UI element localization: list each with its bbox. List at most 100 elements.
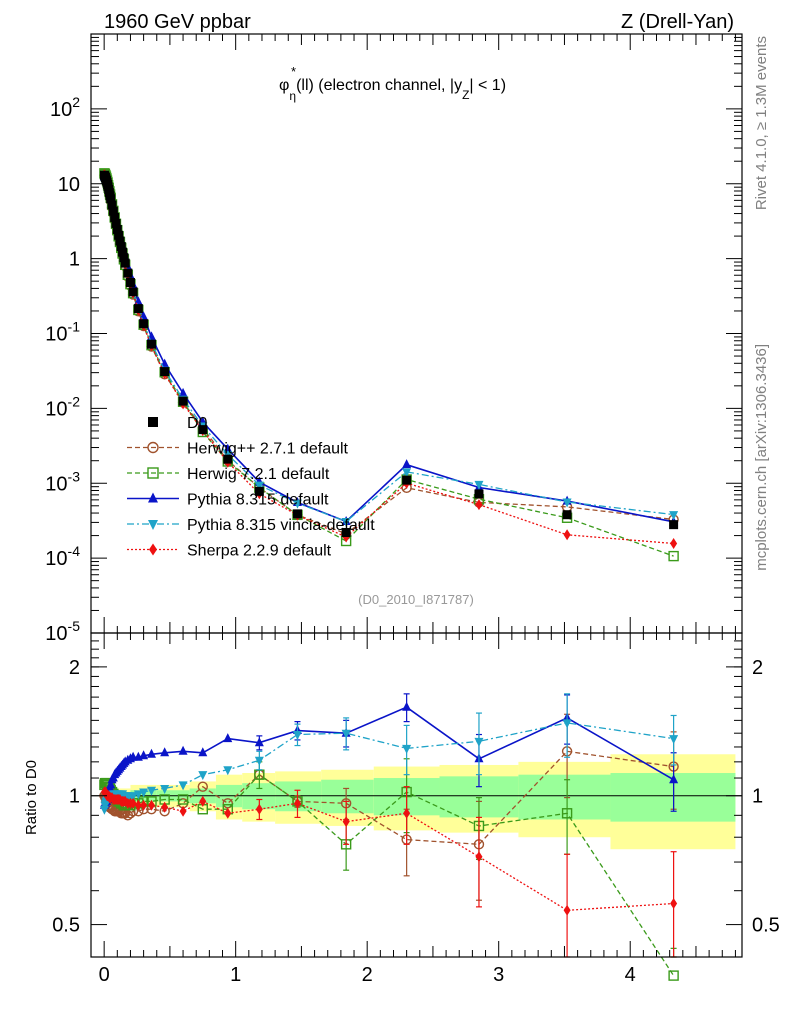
x-tick-label: 0 — [99, 964, 110, 986]
marker-sherpa — [670, 537, 678, 549]
ratio-marker-vincia — [292, 731, 302, 741]
y-tick-label: 10-4 — [45, 543, 80, 570]
title-tail: | < 1) — [469, 77, 506, 94]
y-tick-exponent: -1 — [68, 319, 81, 335]
plot-title: φη(ll) (electron channel, |yZ| < 1) — [279, 77, 506, 103]
ratio-marker-vincia — [669, 735, 679, 745]
ratio-marker-herwig7 — [177, 794, 189, 805]
ratio-marker-pythia — [402, 701, 412, 711]
x-tick-label: 3 — [493, 964, 504, 986]
marker-data — [178, 396, 188, 406]
legend-label-vincia: Pythia 8.315 vincia-default — [187, 517, 375, 534]
marker-data — [125, 277, 135, 287]
y-tick-exponent: -2 — [68, 393, 81, 409]
ratio-marker-herwigpp — [119, 808, 131, 819]
marker-data — [118, 247, 128, 257]
legend-entry-data: D0 — [148, 415, 208, 432]
ratio-marker-sherpa — [134, 799, 142, 811]
ratio-marker-vincia — [254, 756, 264, 766]
ratio-marker-sherpa — [179, 805, 187, 817]
watermark-label: (D0_2010_I871787) — [358, 592, 474, 607]
legend-label-herwig7: Herwig 7.2.1 default — [187, 466, 330, 483]
ratio-marker-pythia — [223, 733, 233, 743]
legend-marker-vincia — [148, 520, 158, 530]
marker-vincia — [562, 498, 572, 508]
ratio-marker-sherpa — [342, 816, 350, 828]
y-tick-base: 10 — [45, 398, 67, 420]
title-z: Z — [462, 88, 469, 102]
x-tick-label: 2 — [362, 964, 373, 986]
marker-data — [133, 304, 143, 314]
y-tick-base: 10 — [50, 99, 72, 121]
y-tick-exponent: 2 — [72, 94, 80, 110]
ratio-marker-pythia — [160, 747, 170, 757]
y-tick-base: 10 — [45, 548, 67, 570]
marker-data — [562, 510, 572, 520]
marker-data — [198, 425, 208, 435]
y-tick-base: 10 — [58, 174, 80, 196]
ratio-marker-vincia — [146, 786, 156, 796]
legend: D0 Herwig++ 2.7.1 default Herwig 7.2.1 def… — [127, 415, 375, 560]
marker-data — [402, 475, 412, 485]
legend-label-pythia: Pythia 8.315 default — [187, 492, 329, 509]
legend-entry-herwigpp: Herwig++ 2.7.1 default — [127, 441, 349, 458]
y-tick-base: 10 — [45, 623, 67, 645]
ratio-marker-herwig7 — [561, 808, 573, 819]
y-tick-exponent: -4 — [68, 543, 81, 559]
marker-herwig7 — [668, 550, 679, 562]
ratio-marker-sherpa — [161, 801, 169, 813]
ratio-y-tick-label-right: 1 — [752, 786, 763, 808]
legend-marker-sherpa — [149, 543, 157, 556]
marker-vincia — [402, 468, 412, 478]
ratio-line-herwig7 — [103, 773, 675, 976]
y-tick-label: 102 — [50, 94, 80, 121]
y-tick-base: 10 — [45, 324, 67, 346]
ratio-marker-herwig7 — [668, 970, 679, 981]
ratio-marker-vincia — [402, 744, 412, 754]
ratio-marker-sherpa — [563, 904, 571, 916]
y-tick-label: 10-2 — [45, 393, 80, 420]
marker-sherpa — [475, 499, 483, 511]
legend-entry-pythia: Pythia 8.315 default — [127, 492, 329, 509]
y-tick-label: 10-5 — [45, 618, 80, 645]
marker-data — [108, 206, 118, 216]
marker-data — [114, 230, 124, 240]
ratio-marker-sherpa — [147, 799, 155, 811]
marker-data — [254, 486, 264, 496]
ratio-marker-pythia — [146, 748, 156, 758]
ratio-marker-vincia — [133, 790, 143, 800]
ratio-marker-pythia — [106, 779, 116, 789]
legend-marker-pythia — [148, 492, 158, 503]
series-line-vincia — [104, 177, 674, 523]
ratio-marker-sherpa — [224, 807, 232, 819]
ratio-marker-herwigpp — [197, 781, 208, 792]
y-tick-exponent: -3 — [68, 468, 81, 484]
ratio-y-tick-label-right: 0.5 — [752, 915, 780, 937]
marker-vincia — [669, 511, 679, 521]
ratio-marker-pythia — [139, 750, 149, 760]
legend-marker-herwig7 — [147, 467, 159, 479]
title-arg: (ll) (electron channel, |y — [296, 77, 462, 94]
axis-ticks — [91, 34, 742, 957]
ratio-marker-vincia — [198, 771, 208, 781]
ratio-marker-pythia — [254, 737, 264, 747]
header-right: Z (Drell-Yan) — [621, 11, 734, 33]
marker-data — [669, 520, 679, 530]
ratio-marker-vincia — [139, 788, 149, 798]
ratio-marker-vincia — [99, 805, 109, 815]
marker-data — [106, 194, 116, 204]
marker-data — [112, 224, 122, 234]
ratio-marker-pythia — [669, 774, 679, 784]
title-star: * — [291, 64, 296, 79]
ratio-marker-vincia — [128, 792, 138, 802]
marker-sherpa — [563, 529, 571, 541]
marker-vincia — [341, 518, 351, 528]
ratio-marker-vincia — [474, 737, 484, 747]
ratio-marker-vincia — [341, 729, 351, 739]
ratio-y-tick-label-left: 0.5 — [52, 915, 80, 937]
marker-data — [119, 253, 129, 263]
marker-vincia — [474, 480, 484, 490]
ratio-marker-sherpa — [140, 799, 148, 811]
series-data — [99, 170, 679, 537]
